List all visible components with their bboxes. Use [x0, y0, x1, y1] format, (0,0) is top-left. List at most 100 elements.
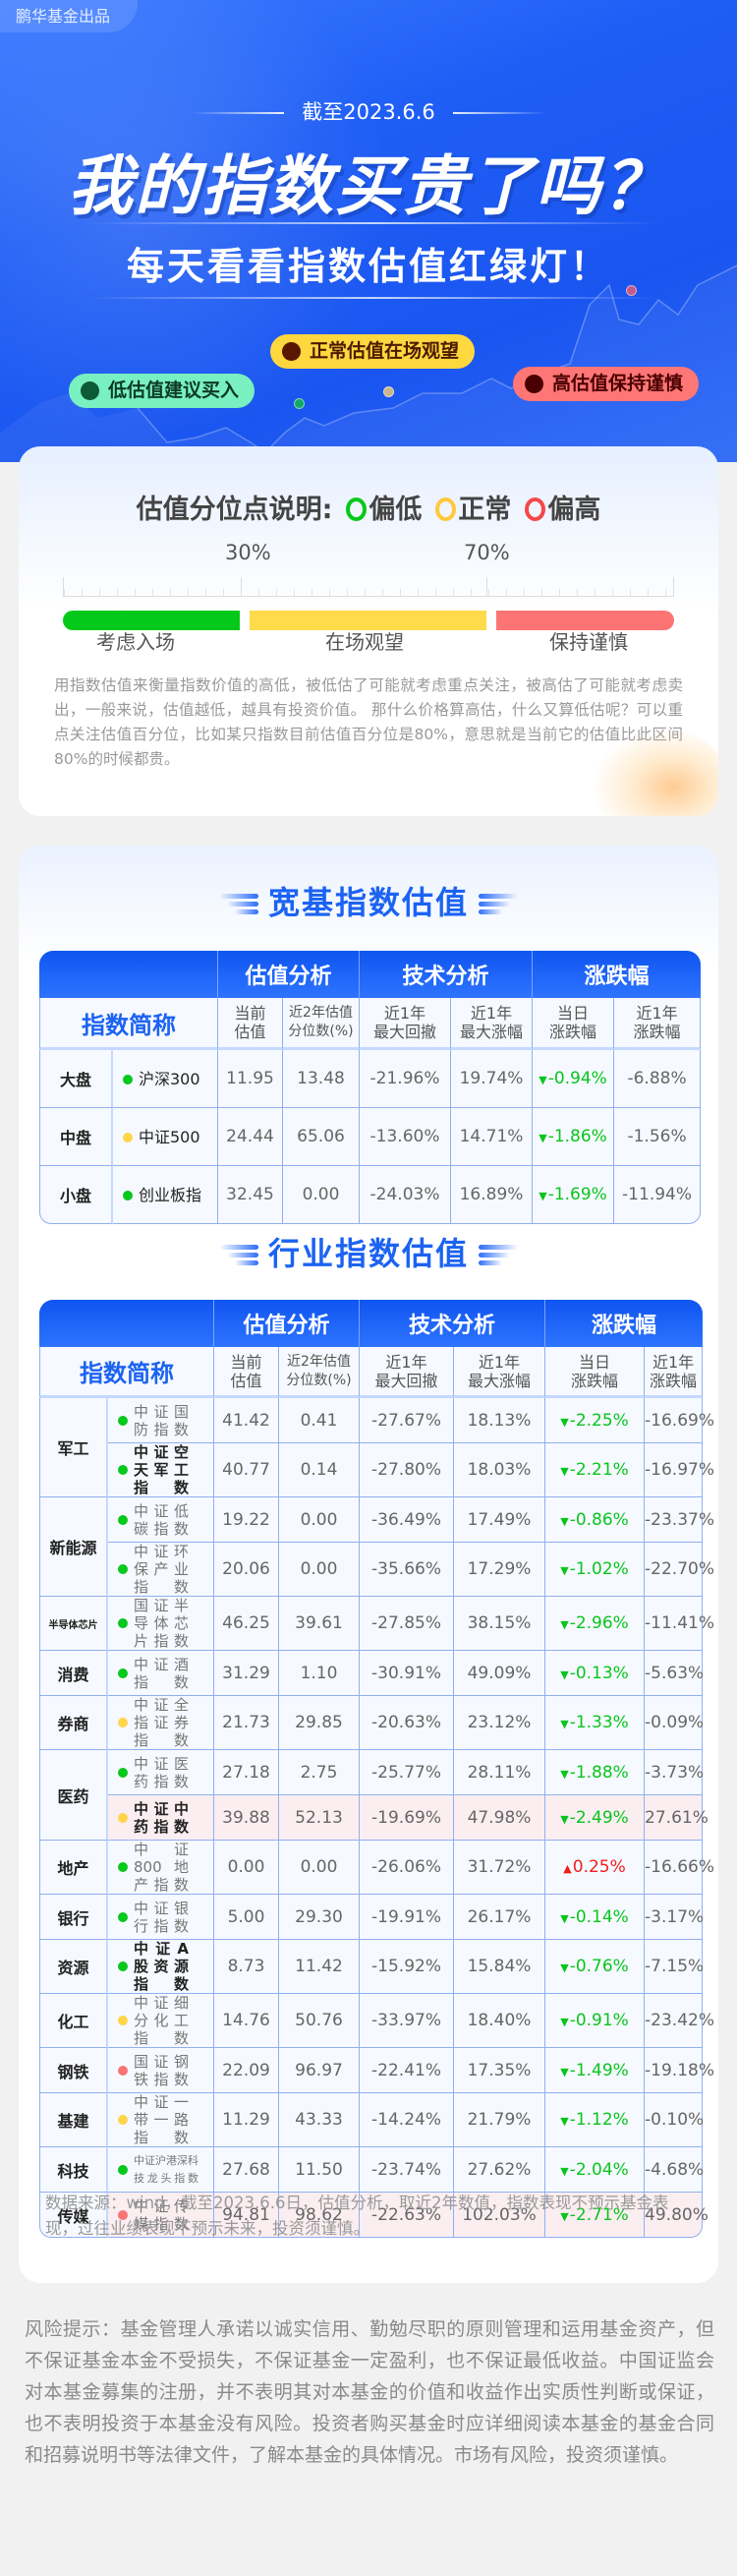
header-yearly-change: 近1年 涨跌幅: [614, 998, 702, 1050]
zone-bar-low: [63, 611, 240, 630]
yearly-change: -19.18%: [645, 2048, 714, 2093]
max-drawdown: -36.49%: [360, 1497, 455, 1543]
daily-change: ▼-1.12%: [545, 2093, 646, 2147]
threshold-30: 30%: [225, 541, 271, 564]
zone-bar-normal: [250, 611, 486, 630]
down-arrow-icon: ▼: [560, 1564, 569, 1577]
max-drawdown: -21.96%: [360, 1050, 452, 1108]
daily-change: ▼-2.49%: [545, 1795, 646, 1841]
daily-change: ▼-1.69%: [533, 1166, 615, 1224]
index-name: 中证A股资源指数: [134, 1940, 189, 1993]
index-name: 国证钢铁指数: [134, 2052, 189, 2088]
max-gain: 49.09%: [454, 1651, 546, 1696]
decorative-glow: [591, 728, 718, 816]
yearly-change: -23.42%: [645, 1994, 714, 2048]
yearly-change: -3.73%: [645, 1750, 704, 1795]
yearly-change: -5.63%: [645, 1651, 704, 1696]
index-name-cell: 沪深300: [113, 1050, 218, 1108]
header-percentile: 近2年估值 分位数(%): [279, 1347, 361, 1398]
index-name-cell: 创业板指: [113, 1166, 218, 1224]
index-name-cell: 国证钢铁指数: [108, 2048, 214, 2093]
max-gain: 17.49%: [454, 1497, 546, 1543]
category-cell: 地产: [39, 1841, 108, 1895]
index-name-cell: 中证800地产指数: [108, 1841, 214, 1895]
max-gain: 21.79%: [454, 2093, 546, 2147]
index-name-cell: 中证细分化工指数: [108, 1994, 214, 2048]
broad-index-table: 估值分析 技术分析 涨跌幅 指数简称 当前 估值 近2年估值 分位数(%) 近1年最…: [39, 951, 702, 1224]
current-pe: 46.25: [214, 1597, 279, 1651]
index-name-cell: 中证银行指数: [108, 1895, 214, 1940]
percentile: 65.06: [283, 1108, 361, 1166]
current-pe: 31.29: [214, 1651, 279, 1696]
yearly-change: -16.66%: [645, 1841, 714, 1895]
category-cell: 大盘: [39, 1050, 113, 1108]
yellow-status-dot-icon: [118, 1812, 128, 1823]
hero-banner: 鹏华基金出品 截至2023.6.6 我的指数买贵了吗？ 每天看看指数估值红绿灯！…: [0, 0, 737, 462]
max-drawdown: -27.67%: [360, 1398, 455, 1443]
percentile: 43.33: [279, 2093, 361, 2147]
index-name-cell: 中证环保产业指数: [108, 1543, 214, 1597]
max-drawdown: -20.63%: [360, 1696, 455, 1750]
yearly-change: -22.70%: [645, 1543, 714, 1597]
green-status-dot-icon: [118, 2164, 128, 2175]
percentile: 98.62: [279, 2193, 361, 2238]
down-arrow-icon: ▼: [560, 2016, 569, 2028]
max-drawdown: -19.69%: [360, 1795, 455, 1841]
category-cell: 钢铁: [39, 2048, 108, 2093]
index-name: 国证半导体芯片指数: [134, 1597, 189, 1650]
daily-change: ▼-1.33%: [545, 1696, 646, 1750]
current-pe: 5.00: [214, 1895, 279, 1940]
chart-point-low: [294, 398, 305, 409]
down-arrow-icon: ▼: [560, 2164, 569, 2178]
down-arrow-icon: ▼: [560, 1668, 569, 1681]
green-status-dot-icon: [118, 1514, 128, 1525]
max-gain: 28.11%: [454, 1750, 546, 1795]
daily-change: ▼-0.76%: [545, 1940, 646, 1994]
header-yearly-change: 近1年 涨跌幅: [645, 1347, 704, 1398]
max-drawdown: -33.97%: [360, 1994, 455, 2048]
header-blank: [39, 951, 218, 998]
index-name-cell: 中证全指证券指数: [108, 1696, 214, 1750]
table-row: 传媒 中证传媒指数 94.81 98.62 -22.63% 102.03% ▼-2.71% 4…: [39, 2193, 709, 2238]
percentile: 13.48: [283, 1050, 361, 1108]
max-drawdown: -19.91%: [360, 1895, 455, 1940]
hero-divider-top: [88, 222, 658, 224]
yellow-status-dot-icon: [123, 1132, 133, 1142]
yellow-status-dot-icon: [118, 2115, 128, 2125]
chart-point-mid: [383, 386, 394, 397]
index-name-cell: 中证低碳指数: [108, 1497, 214, 1543]
down-arrow-icon: ▼: [560, 1465, 569, 1478]
red-status-dot-icon: [118, 2209, 128, 2220]
max-drawdown: -22.63%: [360, 2193, 455, 2238]
max-drawdown: -35.66%: [360, 1543, 455, 1597]
down-arrow-icon: ▼: [560, 1514, 569, 1528]
green-status-dot-icon: [118, 1564, 128, 1574]
max-drawdown: -30.91%: [360, 1651, 455, 1696]
current-pe: 40.77: [214, 1443, 279, 1497]
max-gain: 23.12%: [454, 1696, 546, 1750]
max-drawdown: -14.24%: [360, 2093, 455, 2147]
percentile: 11.42: [279, 1940, 361, 1994]
daily-change: ▼-2.21%: [545, 1443, 646, 1497]
green-status-dot-icon: [118, 1961, 128, 1971]
hero-subtitle: 每天看看指数估值红绿灯！: [126, 245, 610, 288]
max-drawdown: -27.85%: [360, 1597, 455, 1651]
down-arrow-icon: ▼: [539, 1132, 547, 1144]
index-name: 中证中药指数: [134, 1799, 189, 1836]
current-pe: 21.73: [214, 1696, 279, 1750]
index-name-cell: 中证空天军工指数: [108, 1443, 214, 1497]
category-cell: 军工: [39, 1398, 108, 1497]
index-name: 中证500: [139, 1127, 200, 1146]
category-cell: 传媒: [39, 2193, 108, 2238]
index-name-cell: 中证中药指数: [108, 1795, 214, 1841]
max-gain: 15.84%: [454, 1940, 546, 1994]
yearly-change: 49.80%: [645, 2193, 709, 2238]
percentile: 0.14: [279, 1443, 361, 1497]
down-arrow-icon: ▼: [560, 2065, 569, 2078]
max-gain: 26.17%: [454, 1895, 546, 1940]
daily-change: ▼-0.13%: [545, 1651, 646, 1696]
yearly-change: -16.97%: [645, 1443, 714, 1497]
hero-divider-bottom: [88, 297, 658, 299]
current-pe: 27.68: [214, 2147, 279, 2193]
mountain-chart-decoration: [0, 264, 737, 462]
